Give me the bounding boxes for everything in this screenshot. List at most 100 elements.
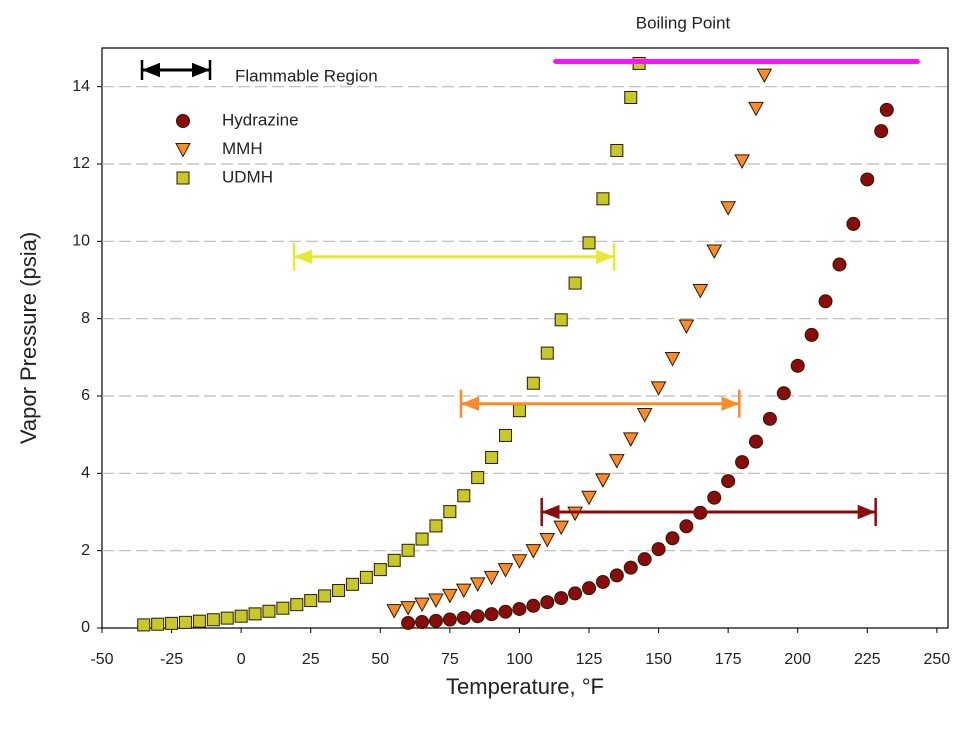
x-axis-label: Temperature, °F <box>446 674 604 699</box>
data-point <box>262 604 276 618</box>
y-tick-label: 6 <box>81 387 90 404</box>
data-point <box>637 552 652 567</box>
y-tick-label: 4 <box>81 465 90 482</box>
data-point <box>879 102 894 117</box>
data-point <box>581 490 597 506</box>
data-point <box>386 604 403 619</box>
x-tick-label: 250 <box>924 651 951 668</box>
data-point <box>665 531 680 546</box>
data-point <box>609 568 624 583</box>
data-point <box>596 192 610 206</box>
data-point <box>512 601 527 616</box>
data-point <box>748 101 764 117</box>
y-tick-label: 12 <box>72 155 90 172</box>
y-tick-label: 0 <box>81 619 90 636</box>
legend-label: UDMH <box>222 167 273 186</box>
data-point <box>471 471 485 485</box>
data-point <box>526 598 541 613</box>
data-point <box>484 607 499 622</box>
data-point <box>526 376 540 390</box>
legend-marker <box>175 143 191 158</box>
data-point <box>456 610 471 625</box>
data-point <box>720 201 736 216</box>
data-point <box>470 609 485 624</box>
data-point <box>610 143 624 157</box>
data-point <box>582 581 597 596</box>
data-point <box>568 276 582 290</box>
data-point <box>234 609 248 623</box>
data-point <box>846 216 861 231</box>
data-point <box>415 615 430 630</box>
data-point <box>748 434 763 449</box>
x-tick-label: 150 <box>645 651 672 668</box>
data-point <box>192 614 206 628</box>
data-point <box>567 506 583 522</box>
data-point <box>400 601 416 616</box>
data-point <box>525 544 542 559</box>
data-point <box>373 563 387 577</box>
data-point <box>387 553 401 567</box>
data-point <box>540 346 554 360</box>
data-point <box>165 616 179 630</box>
data-point <box>290 598 304 612</box>
data-point <box>734 154 750 169</box>
data-point <box>498 604 513 619</box>
data-point <box>595 473 611 488</box>
data-point <box>401 543 415 557</box>
data-point <box>457 489 471 503</box>
x-tick-label: 100 <box>506 651 533 668</box>
y-tick-label: 2 <box>81 542 90 559</box>
data-point <box>429 519 443 533</box>
data-point <box>860 172 875 187</box>
data-point <box>706 244 723 260</box>
data-point <box>568 586 583 601</box>
x-tick-label: -25 <box>160 651 183 668</box>
data-point <box>790 358 805 373</box>
data-point <box>442 612 457 627</box>
data-point <box>469 577 486 592</box>
x-tick-label: 25 <box>302 651 320 668</box>
x-tick-label: 225 <box>854 651 881 668</box>
x-tick-label: 50 <box>371 651 389 668</box>
data-point <box>276 601 290 615</box>
data-point <box>443 505 457 519</box>
x-tick-label: 0 <box>237 651 246 668</box>
x-tick-label: 200 <box>784 651 811 668</box>
data-point <box>499 428 513 442</box>
data-point <box>707 490 722 505</box>
data-point <box>608 454 625 469</box>
data-point <box>304 594 318 608</box>
data-point <box>832 257 847 272</box>
data-point <box>428 613 443 628</box>
legend-marker <box>176 114 190 128</box>
data-point <box>539 532 556 548</box>
data-point <box>483 570 500 586</box>
data-point <box>874 124 889 139</box>
data-point <box>511 554 528 569</box>
data-point <box>595 574 610 589</box>
data-point <box>721 474 736 489</box>
y-tick-label: 10 <box>72 233 90 250</box>
data-point <box>332 583 346 597</box>
data-point <box>622 432 639 447</box>
x-tick-label: 75 <box>441 651 459 668</box>
data-point <box>624 90 638 104</box>
data-point <box>497 563 514 578</box>
plot-area <box>101 47 949 629</box>
boiling-point-label: Boiling Point <box>636 13 731 32</box>
data-point <box>318 589 332 603</box>
data-point <box>762 411 777 426</box>
data-point <box>678 319 695 335</box>
data-point <box>540 595 555 610</box>
data-point <box>442 588 458 604</box>
data-point <box>220 611 234 625</box>
x-tick-label: 175 <box>715 651 742 668</box>
data-point <box>345 577 359 591</box>
data-point <box>554 591 569 606</box>
legend-marker <box>176 171 190 185</box>
data-point <box>178 615 192 629</box>
data-point <box>415 532 429 546</box>
data-point <box>650 381 667 396</box>
data-point <box>623 560 638 575</box>
